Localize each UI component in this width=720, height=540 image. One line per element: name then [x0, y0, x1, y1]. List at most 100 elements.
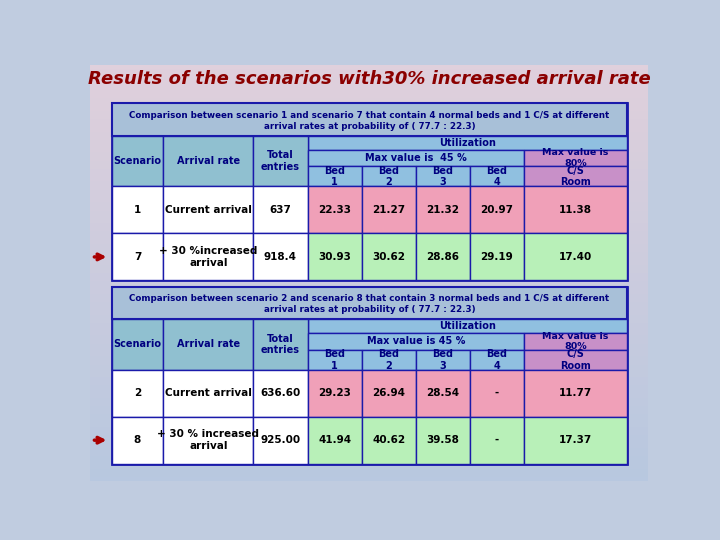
Text: Utilization: Utilization [439, 321, 496, 331]
Bar [163, 136, 253, 186]
Text: + 30 % increased
arrival: + 30 % increased arrival [158, 429, 259, 451]
Text: Scenario: Scenario [114, 156, 161, 166]
Bar [112, 186, 163, 233]
Text: C/S
Room: C/S Room [560, 349, 591, 370]
Text: Arrival rate: Arrival rate [177, 156, 240, 166]
Bar [112, 233, 163, 280]
Text: 30.93: 30.93 [318, 252, 351, 262]
Text: Comparison between scenario 2 and scenario 8 that contain 3 normal beds and 1 C/: Comparison between scenario 2 and scenar… [130, 294, 609, 303]
Text: Bed
4: Bed 4 [487, 349, 508, 370]
Text: Bed
4: Bed 4 [487, 166, 508, 187]
Bar [112, 136, 163, 186]
Text: Bed
3: Bed 3 [432, 349, 454, 370]
Text: 1: 1 [134, 205, 141, 215]
Text: Results of the scenarios with30% increased arrival rate: Results of the scenarios with30% increas… [88, 70, 650, 87]
Text: 29.19: 29.19 [480, 252, 513, 262]
Text: Current arrival: Current arrival [165, 205, 252, 215]
Text: 11.77: 11.77 [559, 388, 592, 398]
Text: 28.86: 28.86 [426, 252, 459, 262]
Bar [524, 350, 627, 370]
Text: 17.40: 17.40 [559, 252, 592, 262]
Bar [253, 319, 307, 370]
Text: Max value is 45 %: Max value is 45 % [366, 336, 465, 346]
Text: 925.00: 925.00 [261, 435, 300, 445]
Text: 39.58: 39.58 [426, 435, 459, 445]
Bar [307, 166, 361, 186]
Text: Scenario: Scenario [114, 339, 161, 349]
Bar [524, 150, 627, 166]
Text: Bed
1: Bed 1 [324, 349, 345, 370]
Text: 918.4: 918.4 [264, 252, 297, 262]
Text: 29.23: 29.23 [318, 388, 351, 398]
Text: 28.54: 28.54 [426, 388, 459, 398]
Bar [112, 319, 163, 370]
Text: 40.62: 40.62 [372, 435, 405, 445]
Text: -: - [495, 435, 499, 445]
Bar [361, 186, 415, 233]
Text: 637: 637 [269, 205, 292, 215]
Text: Bed
2: Bed 2 [378, 166, 399, 187]
Bar [470, 370, 524, 417]
Bar [112, 287, 627, 319]
Text: 17.37: 17.37 [559, 435, 592, 445]
Text: 20.97: 20.97 [480, 205, 513, 215]
Text: Arrival rate: Arrival rate [177, 339, 240, 349]
Bar [163, 417, 253, 464]
Bar [524, 166, 627, 186]
Bar [524, 417, 627, 464]
Bar [415, 370, 470, 417]
Text: 30.62: 30.62 [372, 252, 405, 262]
Bar [361, 166, 415, 186]
Bar [307, 417, 361, 464]
Bar [415, 417, 470, 464]
Text: 21.27: 21.27 [372, 205, 405, 215]
Bar [163, 370, 253, 417]
Bar [163, 186, 253, 233]
Text: 11.38: 11.38 [559, 205, 592, 215]
Bar [253, 186, 307, 233]
Bar [253, 233, 307, 280]
Bar [415, 233, 470, 280]
Bar [470, 186, 524, 233]
Bar [415, 350, 470, 370]
Bar [470, 233, 524, 280]
Bar [470, 166, 524, 186]
Bar [470, 350, 524, 370]
Text: arrival rates at probability of ( 77.7 : 22.3): arrival rates at probability of ( 77.7 :… [264, 305, 475, 314]
Bar [307, 150, 524, 166]
Text: 41.94: 41.94 [318, 435, 351, 445]
Text: 26.94: 26.94 [372, 388, 405, 398]
Bar [524, 333, 627, 350]
Bar [307, 319, 627, 333]
Bar [307, 233, 361, 280]
Bar [470, 417, 524, 464]
Text: 2: 2 [134, 388, 141, 398]
Text: Total
entries: Total entries [261, 150, 300, 172]
Text: arrival rates at probability of ( 77.7 : 22.3): arrival rates at probability of ( 77.7 :… [264, 122, 475, 131]
Text: Max value is
80%: Max value is 80% [542, 148, 608, 167]
Text: Total
entries: Total entries [261, 334, 300, 355]
Text: + 30 %increased
arrival: + 30 %increased arrival [159, 246, 258, 268]
Bar [361, 233, 415, 280]
Bar [112, 103, 627, 136]
Bar [415, 166, 470, 186]
Text: Max value is
80%: Max value is 80% [542, 332, 608, 351]
Text: 636.60: 636.60 [261, 388, 301, 398]
Bar [253, 370, 307, 417]
Bar [307, 186, 361, 233]
Bar [524, 233, 627, 280]
Bar [361, 417, 415, 464]
Bar [524, 186, 627, 233]
Bar [253, 417, 307, 464]
Bar [361, 350, 415, 370]
Text: C/S
Room: C/S Room [560, 166, 591, 187]
Bar [361, 370, 415, 417]
Text: Utilization: Utilization [439, 138, 496, 147]
Bar [307, 136, 627, 150]
Text: Comparison between scenario 1 and scenario 7 that contain 4 normal beds and 1 C/: Comparison between scenario 1 and scenar… [130, 111, 610, 120]
Bar [307, 370, 361, 417]
Bar [307, 333, 524, 350]
Bar [524, 370, 627, 417]
Bar [112, 370, 163, 417]
Text: Bed
3: Bed 3 [432, 166, 454, 187]
